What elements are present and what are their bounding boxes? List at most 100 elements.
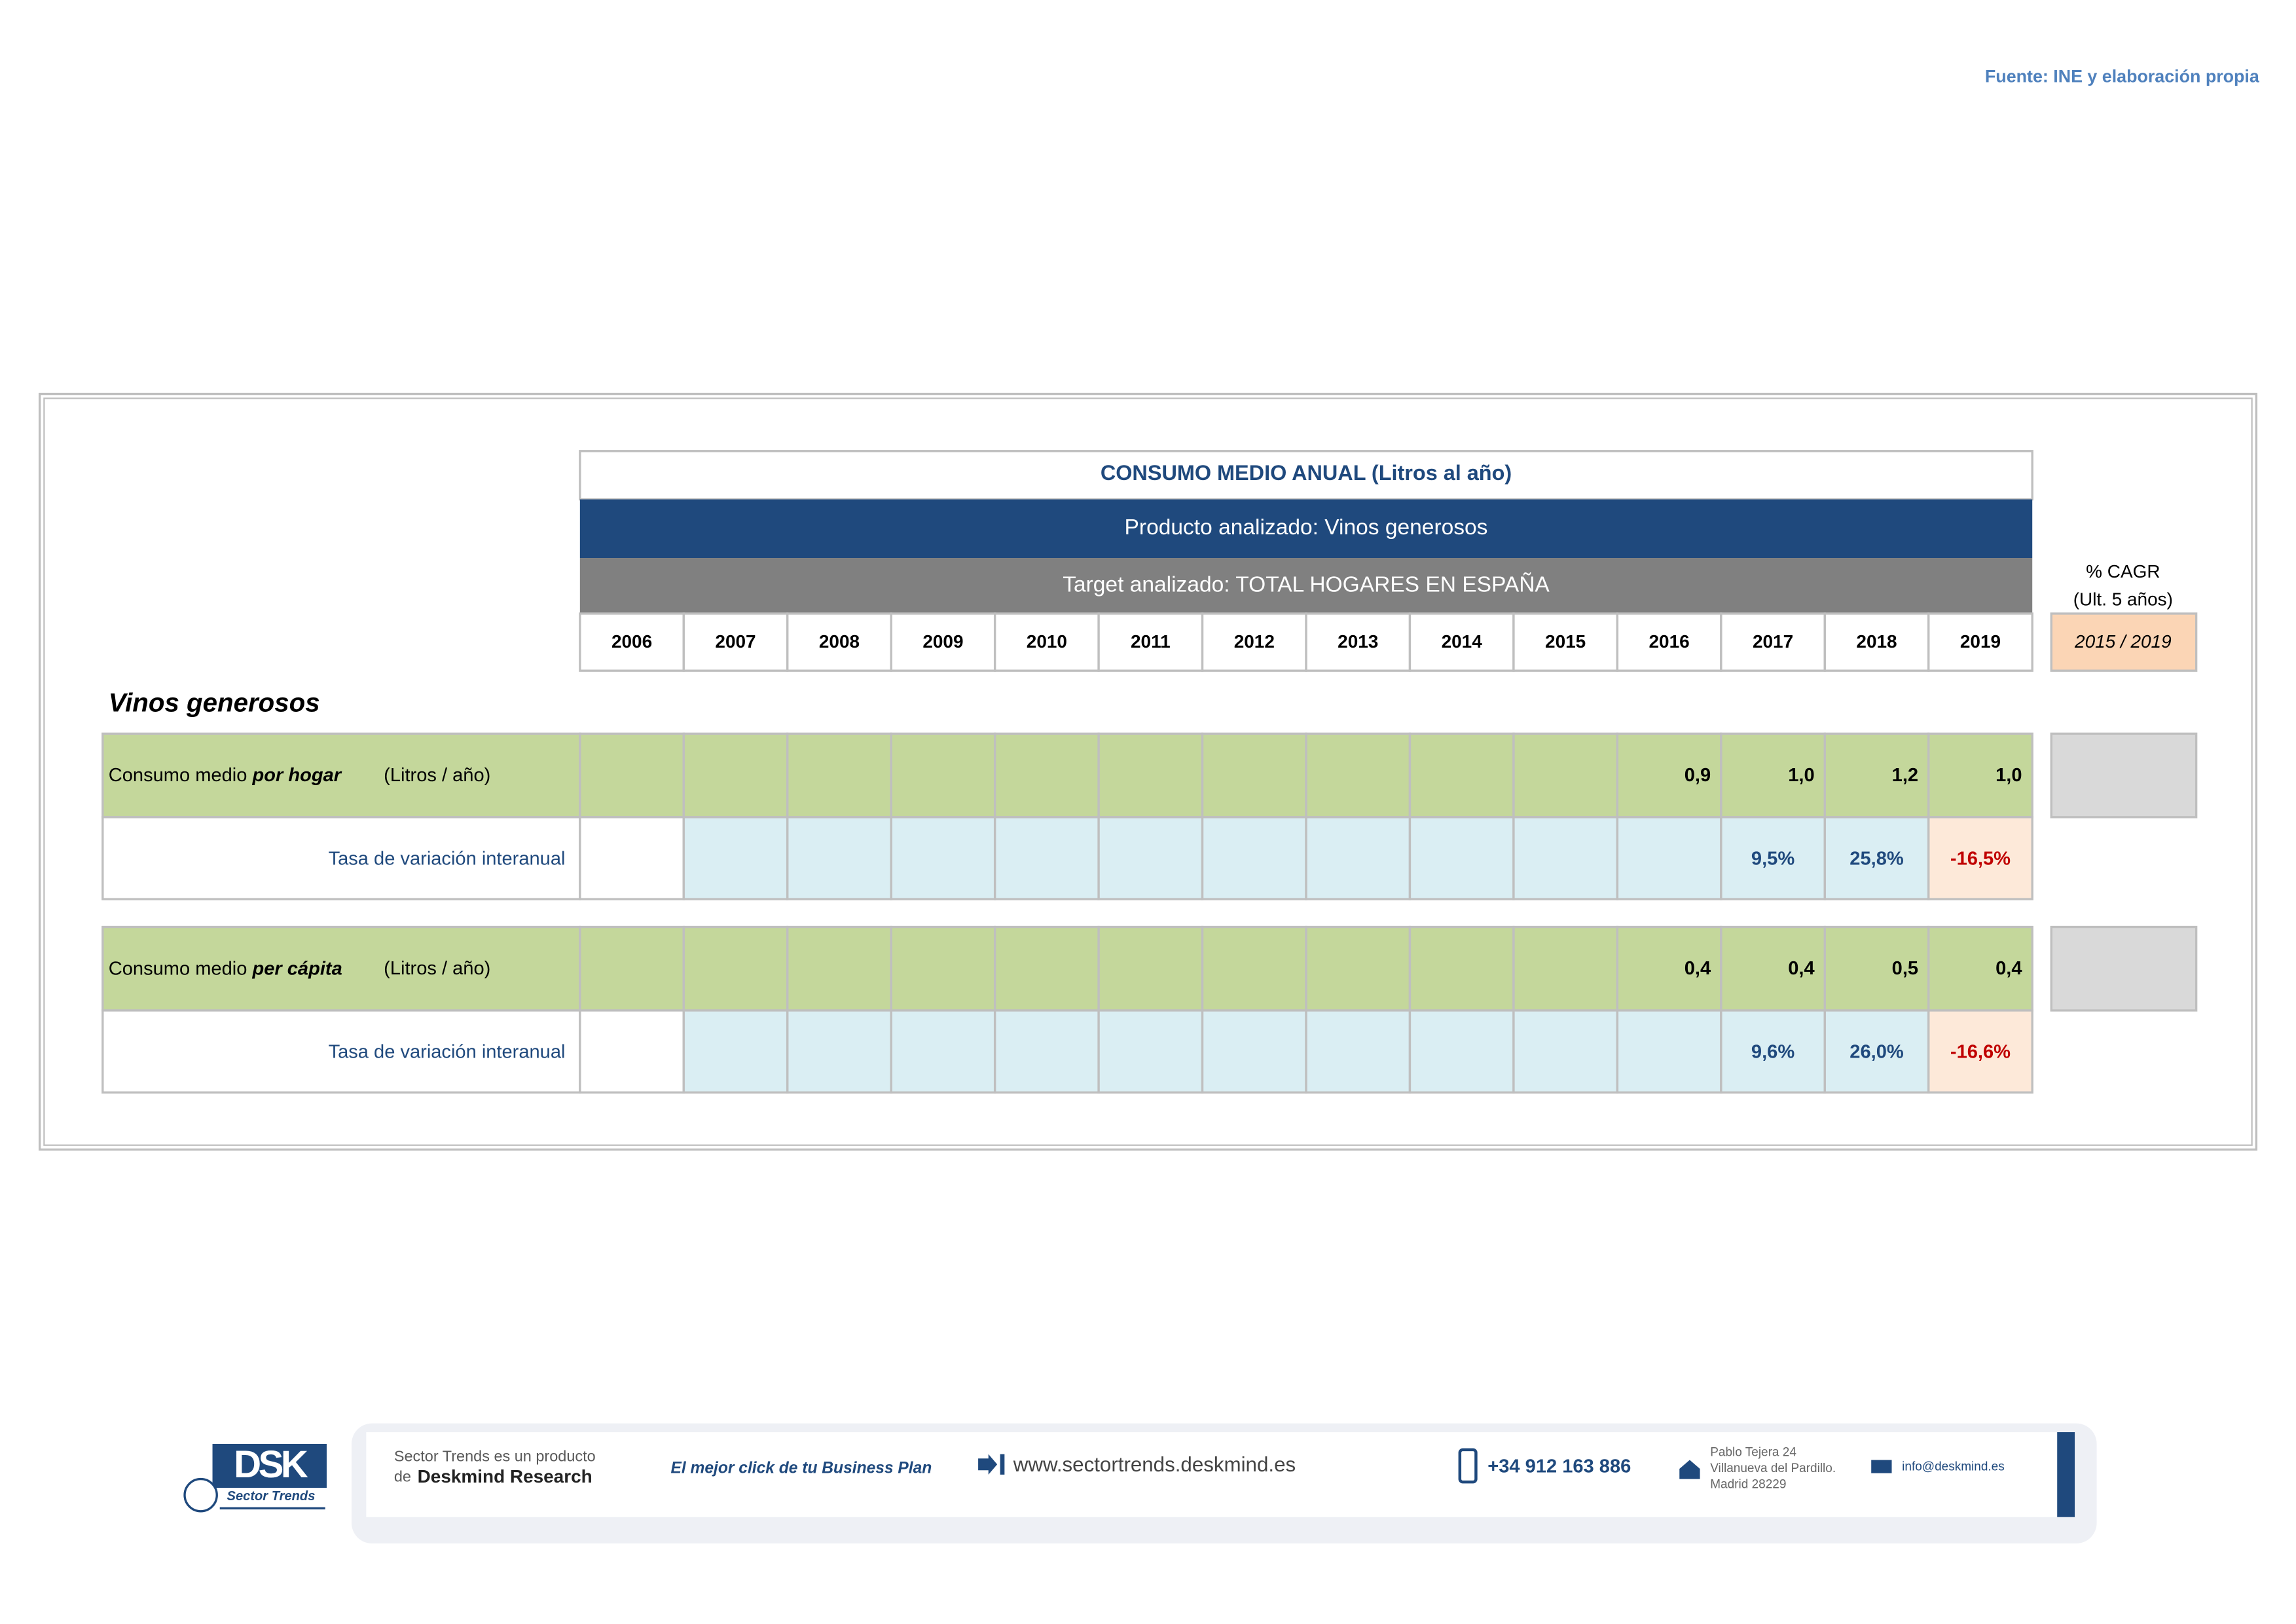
year: 2011 xyxy=(1131,631,1171,652)
growth-label: Tasa de variación interanual xyxy=(329,848,566,869)
section-label: Vinos generosos xyxy=(109,688,320,717)
growth-label-cell xyxy=(101,816,581,900)
year: 2006 xyxy=(611,631,652,652)
value: 0,4 xyxy=(1685,958,1711,979)
growth-cell xyxy=(1512,1009,1619,1094)
growth-value: 9,5% xyxy=(1751,848,1795,869)
value-cell xyxy=(993,732,1100,819)
company: Deskmind Research xyxy=(418,1466,592,1486)
growth-value: 25,8% xyxy=(1850,848,1904,869)
value: 1,2 xyxy=(1892,765,1918,786)
year: 2016 xyxy=(1649,631,1690,652)
year: 2015 xyxy=(1545,631,1586,652)
banner xyxy=(366,1432,2073,1517)
table-title: CONSUMO MEDIO ANUAL (Litros al año) xyxy=(1101,461,1512,485)
year: 2014 xyxy=(1442,631,1483,652)
year: 2017 xyxy=(1753,631,1793,652)
value-cell xyxy=(1616,925,1722,1012)
value-cell xyxy=(1408,925,1515,1012)
cagr-period-cell xyxy=(2050,612,2198,672)
value: 0,4 xyxy=(1788,958,1814,979)
year: 2007 xyxy=(715,631,756,652)
label-emphasis: por hogar xyxy=(251,765,342,786)
value-cell xyxy=(1408,732,1515,819)
growth-cell xyxy=(993,1009,1100,1094)
mail-icon xyxy=(1871,1460,1892,1473)
link-icon xyxy=(978,1454,1005,1475)
address-line: Pablo Tejera 24 xyxy=(1710,1445,1796,1459)
growth-cell xyxy=(1616,816,1722,900)
year-cell xyxy=(1408,612,1515,672)
growth-cell xyxy=(1720,1009,1826,1094)
growth-cell xyxy=(1927,816,2033,900)
value-cell xyxy=(1305,925,1412,1012)
value-cell xyxy=(1512,732,1619,819)
growth-cell xyxy=(993,816,1100,900)
growth-cell xyxy=(1097,1009,1204,1094)
year-cell xyxy=(1097,612,1204,672)
value: 0,9 xyxy=(1685,765,1711,786)
growth-cell xyxy=(890,1009,996,1094)
growth-cell xyxy=(1201,1009,1307,1094)
year-cell xyxy=(993,612,1100,672)
slogan: El mejor click de tu Business Plan xyxy=(670,1459,932,1477)
year-cell xyxy=(1305,612,1412,672)
row-label-cell xyxy=(101,925,581,1012)
year: 2013 xyxy=(1338,631,1378,652)
value-cell xyxy=(579,732,685,819)
growth-value: -16,5% xyxy=(1950,848,2011,869)
phone-icon xyxy=(1458,1448,1478,1484)
cagr-header: % CAGR xyxy=(2086,561,2160,581)
value: 1,0 xyxy=(1995,765,2022,786)
logo-box xyxy=(212,1443,327,1488)
label-prefix: Consumo medio xyxy=(109,958,247,979)
growth-value: 9,6% xyxy=(1751,1042,1795,1063)
year-cell xyxy=(1616,612,1722,672)
value-cell xyxy=(682,925,789,1012)
growth-cell xyxy=(579,1009,685,1094)
outer-frame xyxy=(38,392,2258,1151)
value-cell xyxy=(1201,732,1307,819)
growth-label: Tasa de variación interanual xyxy=(329,1042,566,1063)
year-cell xyxy=(1823,612,1930,672)
year-cell xyxy=(1720,612,1826,672)
address-line: Villanueva del Pardillo. xyxy=(1710,1462,1836,1475)
year: 2012 xyxy=(1234,631,1275,652)
value: 0,5 xyxy=(1892,958,1918,979)
growth-cell xyxy=(1201,816,1307,900)
year: 2018 xyxy=(1856,631,1897,652)
growth-cell xyxy=(1823,1009,1930,1094)
value-cell xyxy=(1097,732,1204,819)
target-cell xyxy=(579,558,2033,614)
value: 0,4 xyxy=(1995,958,2022,979)
cagr-cell xyxy=(2050,925,2198,1012)
growth-cell xyxy=(579,816,685,900)
year-cell xyxy=(1927,612,2033,672)
year-cell xyxy=(579,612,685,672)
value-cell xyxy=(890,925,996,1012)
value-cell xyxy=(1823,732,1930,819)
cagr-header: (Ult. 5 años) xyxy=(2073,589,2173,609)
growth-cell xyxy=(1512,816,1619,900)
product-line: Sector Trends es un producto xyxy=(394,1447,596,1464)
product-cell xyxy=(579,499,2033,559)
row-label: Consumo medio per cápita xyxy=(109,958,342,979)
inner-frame xyxy=(43,397,2253,1146)
logo-text: DSK xyxy=(234,1443,308,1486)
year: 2009 xyxy=(922,631,963,652)
value-cell xyxy=(1720,732,1826,819)
cagr-period: 2015 / 2019 xyxy=(2074,631,2172,652)
logo-icon xyxy=(183,1477,218,1513)
table: CONSUMO MEDIO ANUAL (Litros al año) Produ… xyxy=(101,450,2198,1094)
phone: +34 912 163 886 xyxy=(1487,1456,1631,1477)
value-cell xyxy=(786,925,892,1012)
growth-cell xyxy=(1305,816,1412,900)
growth-cell xyxy=(1408,1009,1515,1094)
title-cell xyxy=(579,450,2033,501)
growth-cell xyxy=(682,816,789,900)
growth-cell xyxy=(1927,1009,2033,1094)
banner-edge xyxy=(2057,1432,2075,1517)
value-cell xyxy=(579,925,685,1012)
